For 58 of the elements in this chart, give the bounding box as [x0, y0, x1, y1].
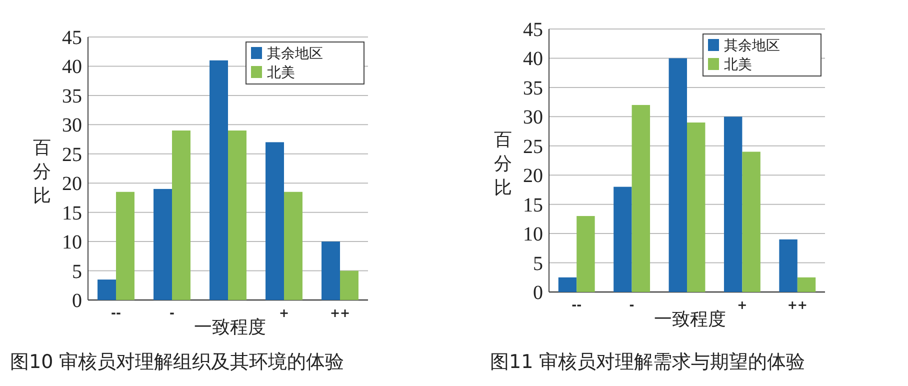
legend-label: 北美	[724, 57, 752, 73]
y-tick-label: 15	[523, 194, 543, 216]
bar	[576, 216, 595, 292]
y-tick-label: 35	[62, 85, 82, 108]
bar	[614, 186, 632, 292]
bar	[284, 192, 302, 300]
x-tick-label: --	[572, 298, 582, 312]
x-tick-label: -	[629, 298, 634, 312]
y-tick-label: 0	[72, 290, 82, 312]
x-tick-label: -	[170, 306, 175, 320]
x-axis-title: 一致程度	[194, 317, 266, 338]
bar	[724, 116, 742, 292]
x-tick-label: ++	[787, 298, 808, 312]
bar	[668, 58, 687, 292]
y-tick-label: 20	[62, 173, 82, 196]
bar	[322, 242, 340, 300]
x-tick-label: --	[111, 306, 121, 320]
y-tick-label: 40	[62, 56, 82, 78]
x-axis-title: 一致程度	[654, 309, 726, 330]
bar	[116, 192, 134, 300]
y-tick-label: 45	[523, 19, 543, 41]
bar	[98, 280, 116, 300]
legend-label: 其余地区	[267, 46, 323, 62]
bar	[558, 277, 577, 292]
y-tick-label: 45	[62, 27, 82, 49]
bar	[266, 142, 284, 300]
x-tick-label: ++	[330, 306, 350, 320]
y-tick-label: 5	[533, 252, 543, 275]
bar	[779, 239, 798, 292]
y-tick-label: 35	[523, 77, 543, 100]
y-tick-label: 20	[523, 165, 543, 188]
bar	[210, 60, 228, 300]
x-tick-label: +	[737, 298, 748, 312]
bar	[632, 104, 650, 292]
y-axis-title: 百分比	[494, 130, 512, 198]
y-tick-label: 5	[72, 260, 82, 283]
legend-label: 其余地区	[724, 38, 780, 54]
y-axis-title: 百分比	[33, 138, 51, 206]
y-tick-label: 40	[523, 48, 543, 70]
y-tick-label: 30	[62, 114, 82, 137]
y-tick-label: 25	[523, 136, 543, 158]
y-tick-label: 10	[523, 224, 543, 246]
bar	[797, 277, 816, 292]
y-tick-label: 25	[62, 144, 82, 166]
caption: 图11 审核员对理解需求与期望的体验	[490, 351, 806, 373]
bar	[228, 130, 246, 300]
x-tick-label: +	[278, 306, 290, 320]
y-tick-label: 0	[533, 282, 543, 304]
caption: 图10 审核员对理解组织及其环境的体验	[10, 351, 344, 373]
bar	[154, 188, 172, 300]
legend-label: 北美	[267, 65, 295, 81]
bar	[687, 122, 706, 292]
bar	[172, 130, 190, 300]
y-tick-label: 30	[523, 106, 543, 129]
y-tick-label: 10	[62, 232, 82, 254]
y-tick-label: 15	[62, 202, 82, 224]
bar	[742, 152, 760, 292]
bar	[340, 270, 358, 300]
